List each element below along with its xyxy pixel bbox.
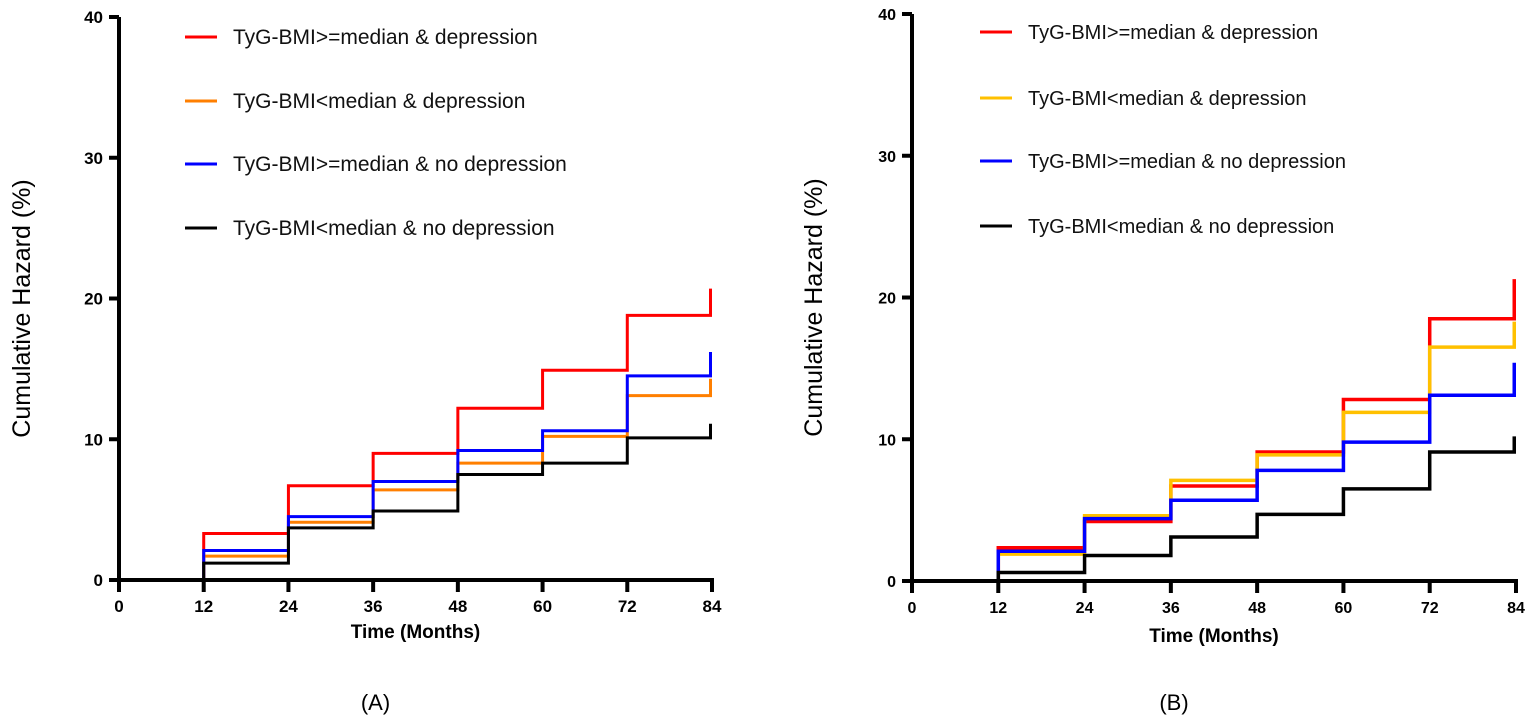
panel-label: (B): [1159, 690, 1188, 715]
x-tick-label: 48: [448, 597, 467, 616]
y-tick-label: 10: [84, 430, 103, 449]
x-tick-label: 84: [703, 597, 722, 616]
x-tick-label: 84: [1507, 600, 1525, 617]
series-line-3: [119, 423, 712, 582]
legend-label: TyG-BMI>=median & depression: [233, 26, 538, 49]
chart-panel-b: 0 12 24 36 48 60 72 84 0 10 20 30 40 Time (Months) Cum…: [800, 7, 1525, 715]
x-tick-label: 12: [989, 600, 1007, 617]
y-tick-label: 20: [878, 291, 896, 308]
y-tick-label: 40: [84, 8, 103, 27]
x-tick-label: 36: [1162, 600, 1180, 617]
y-tick-label: 20: [84, 290, 103, 309]
y-axis-label: Cumulative Hazard (%): [8, 179, 36, 437]
legend-label: TyG-BMI>=median & no depression: [233, 153, 567, 176]
x-tick-label: 72: [1421, 600, 1439, 617]
y-tick-label: 0: [94, 571, 103, 590]
chart-panel-a: 0 12 24 36 48 60 72 84 0 10 20 30 40 Time (Months) Cum…: [8, 8, 722, 715]
x-tick-label: 0: [114, 597, 123, 616]
y-tick-label: 10: [878, 432, 896, 449]
x-tick-label: 0: [908, 600, 917, 617]
x-tick-label: 72: [618, 597, 637, 616]
x-tick-label: 60: [533, 597, 552, 616]
legend-label: TyG-BMI<median & no depression: [233, 217, 555, 240]
y-tick-label: 30: [84, 149, 103, 168]
series-line-0: [119, 288, 712, 582]
series-line-2: [119, 351, 712, 582]
x-tick-label: 24: [1076, 600, 1094, 617]
series-line-2: [912, 362, 1516, 583]
y-tick-label: 30: [878, 149, 896, 166]
x-tick-label: 48: [1248, 600, 1266, 617]
x-axis-label: Time (Months): [1149, 626, 1278, 647]
x-axis-label: Time (Months): [351, 622, 480, 643]
x-tick-label: 24: [279, 597, 298, 616]
legend-label: TyG-BMI<median & depression: [1028, 88, 1306, 110]
x-tick-label: 12: [194, 597, 213, 616]
y-tick-label: 0: [887, 574, 896, 591]
series-line-1: [912, 321, 1516, 583]
legend-label: TyG-BMI<median & depression: [233, 90, 525, 113]
y-axis-label: Cumulative Hazard (%): [800, 178, 828, 436]
legend-label: TyG-BMI>=median & depression: [1028, 22, 1318, 44]
legend-label: TyG-BMI<median & no depression: [1028, 216, 1334, 238]
y-tick-label: 40: [878, 7, 896, 24]
legend-label: TyG-BMI>=median & no depression: [1028, 151, 1346, 173]
x-tick-label: 36: [364, 597, 383, 616]
x-tick-label: 60: [1335, 600, 1353, 617]
series-line-3: [912, 436, 1516, 583]
panel-label: (A): [361, 690, 390, 715]
